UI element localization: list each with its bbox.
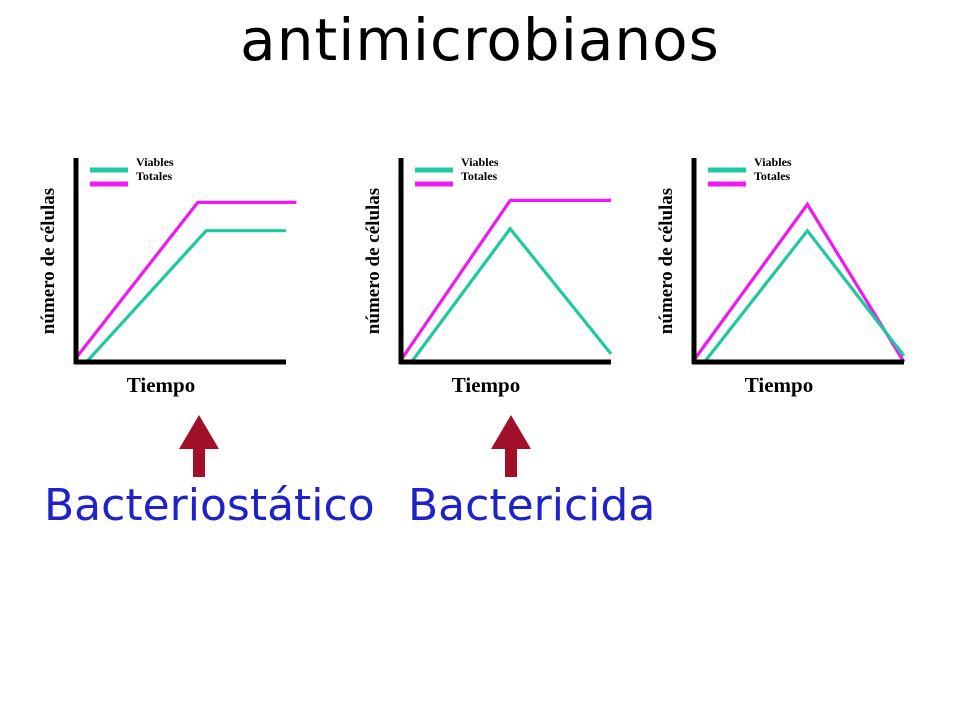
bactericidal-label: Bactericida (408, 480, 656, 531)
arrow-head (491, 415, 531, 449)
y-axis-label: número de células (656, 188, 677, 334)
arrow-shaft (505, 447, 517, 477)
y-axis-label: número de células (38, 188, 59, 334)
series-line-totales (692, 201, 906, 363)
legend-label-totales: Totales (461, 169, 498, 183)
arrow-shaft (193, 447, 205, 477)
arrow-up-icon (179, 415, 219, 477)
series-line-totales (74, 200, 297, 359)
bacteriostatic-label: Bacteriostático (44, 480, 375, 531)
legend-label-viables: Viables (461, 155, 499, 169)
legend-label-viables: Viables (136, 155, 174, 169)
series-line-totales (399, 198, 611, 361)
legend-label-viables: Viables (754, 155, 792, 169)
legend-label-totales: Totales (754, 169, 791, 183)
x-axis-label: Tiempo (745, 373, 813, 397)
arrow-up-icon (491, 415, 531, 477)
series-line-viables (85, 229, 286, 364)
series-line-viables (410, 226, 613, 363)
x-axis-label: Tiempo (127, 373, 195, 397)
legend-label-totales: Totales (136, 169, 173, 183)
arrow-head (179, 415, 219, 449)
x-axis-label: Tiempo (452, 373, 520, 397)
series-line-viables (703, 228, 906, 363)
page-title: antimicrobianos (240, 6, 720, 74)
y-axis-label: número de células (363, 188, 384, 334)
